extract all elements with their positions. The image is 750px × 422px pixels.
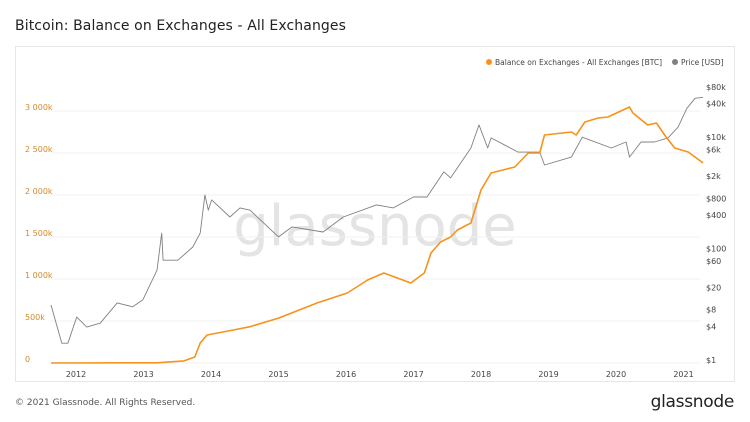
x-axis-tick-label: 2019 xyxy=(538,370,558,379)
right-axis-tick-label: $40k xyxy=(706,100,726,109)
watermark: glassnode xyxy=(233,194,517,259)
x-axis-tick-label: 2013 xyxy=(133,370,153,379)
right-axis-tick-label: $100 xyxy=(706,245,726,254)
right-axis-tick-label: $1 xyxy=(706,356,716,365)
right-axis-tick-label: $10k xyxy=(706,133,726,142)
right-axis-tick-label: $2k xyxy=(706,172,721,181)
left-axis-tick-label: 500k xyxy=(25,313,45,322)
x-axis-tick-label: 2014 xyxy=(201,370,221,379)
x-axis-tick-label: 2021 xyxy=(673,370,693,379)
x-axis-tick-label: 2018 xyxy=(471,370,491,379)
right-axis-tick-label: $400 xyxy=(706,211,726,220)
x-axis-tick-label: 2012 xyxy=(66,370,86,379)
left-axis-tick-label: 1 000k xyxy=(25,271,53,280)
legend-price-marker xyxy=(672,59,678,65)
copyright: © 2021 Glassnode. All Rights Reserved. xyxy=(15,398,196,408)
right-axis-tick-label: $60 xyxy=(706,257,721,266)
right-axis-tick-label: $4 xyxy=(706,322,716,331)
x-axis-tick-label: 2015 xyxy=(268,370,288,379)
left-axis-tick-label: 2 000k xyxy=(25,187,53,196)
glassnode-logo: glassnode xyxy=(650,392,735,412)
balance-line xyxy=(50,106,704,364)
right-axis-tick-label: $6k xyxy=(706,146,721,155)
left-axis-tick-label: 0 xyxy=(25,355,30,364)
left-axis-tick-label: 1 500k xyxy=(25,229,53,238)
legend-balance-label[interactable]: Balance on Exchanges - All Exchanges [BT… xyxy=(495,58,662,67)
right-axis-tick-label: $80k xyxy=(706,83,726,92)
x-axis-tick-label: 2016 xyxy=(336,370,356,379)
x-axis-tick-label: 2020 xyxy=(606,370,626,379)
legend-price-label[interactable]: Price [USD] xyxy=(681,58,724,67)
price-line xyxy=(50,96,704,344)
page-title: Bitcoin: Balance on Exchanges - All Exch… xyxy=(15,18,347,34)
right-axis-tick-label: $20 xyxy=(706,284,721,293)
chart-card xyxy=(15,46,735,382)
right-axis-tick-label: $8 xyxy=(706,306,716,315)
left-axis-tick-label: 2 500k xyxy=(25,145,53,154)
right-axis-tick-label: $800 xyxy=(706,194,726,203)
legend-balance-marker xyxy=(486,59,492,65)
x-axis-tick-label: 2017 xyxy=(403,370,423,379)
left-axis-tick-label: 3 000k xyxy=(25,103,53,112)
